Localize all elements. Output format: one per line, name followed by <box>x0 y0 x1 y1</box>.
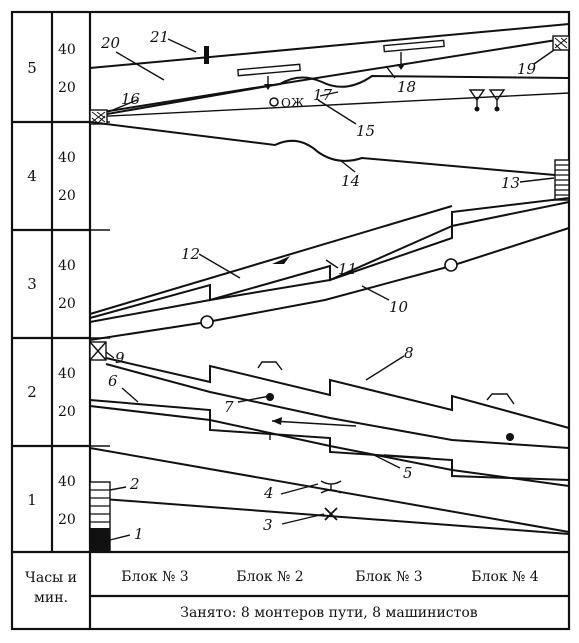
label-8: 8 <box>404 344 414 362</box>
tick-40-h4: 40 <box>58 150 76 166</box>
tick-20-h2: 20 <box>58 404 76 420</box>
hour-label-2: 2 <box>27 383 37 401</box>
oj-label: ОЖ <box>281 96 305 110</box>
hump-8-b <box>486 393 515 405</box>
arrow-6-shaft <box>271 420 357 427</box>
segment-5 <box>383 454 431 459</box>
marker-7-b <box>506 433 514 441</box>
signal-2 <box>488 89 506 107</box>
footer-row: Часы и мин. Блок № 3 Блок № 2 Блок № 3 Б… <box>25 569 539 621</box>
line-14 <box>89 121 556 176</box>
tick-40-h3: 40 <box>58 258 76 274</box>
block-label-1: Блок № 3 <box>121 569 188 585</box>
label-5: 5 <box>403 464 413 482</box>
tick-20-h4: 20 <box>58 188 76 204</box>
block-label-3: Блок № 3 <box>355 569 422 585</box>
signal-1 <box>468 89 486 107</box>
arrow-12 <box>272 256 290 264</box>
marker-10-a <box>200 315 214 329</box>
unit-label-line1: Часы и <box>25 570 77 586</box>
line-12 <box>89 205 453 315</box>
hour-5-lines: ОЖ <box>89 23 570 125</box>
minute-ticks: 40 20 40 20 40 20 40 20 40 20 <box>58 42 76 528</box>
label-18: 18 <box>397 78 416 96</box>
block-label-4: Блок № 4 <box>471 569 539 585</box>
tick-20-h1: 20 <box>58 512 76 528</box>
label-20: 20 <box>100 34 121 52</box>
bar-1 <box>90 528 110 552</box>
marker-oj <box>269 97 279 107</box>
label-16: 16 <box>121 90 141 108</box>
hour-labels: 5 4 3 2 1 <box>27 59 37 509</box>
line-21 <box>89 23 570 69</box>
symbol-3-cross <box>324 507 338 521</box>
label-1: 1 <box>134 525 144 543</box>
label-2: 2 <box>129 475 140 493</box>
marker-21-bar <box>204 46 209 64</box>
hour-1-lines <box>89 447 570 553</box>
line-11-lower <box>89 201 570 323</box>
marker-10-b <box>444 258 458 272</box>
number-labels: 21 20 18 17 15 16 19 14 13 12 11 10 9 8 … <box>100 28 537 543</box>
marker-7-a <box>266 393 274 401</box>
line-16-base <box>89 92 570 118</box>
unit-label-line2: мин. <box>34 590 68 606</box>
hour-label-1: 1 <box>27 491 37 509</box>
line-6-lower <box>89 405 570 487</box>
occupied-summary: Занято: 8 монтеров пути, 8 машинистов <box>180 605 477 621</box>
hour-label-3: 3 <box>27 275 37 293</box>
label-15: 15 <box>356 122 375 140</box>
label-3: 3 <box>263 516 273 534</box>
label-9: 9 <box>115 349 125 367</box>
hump-8-a <box>257 361 283 371</box>
tick-20-h3: 20 <box>58 296 76 312</box>
hour-label-5: 5 <box>27 59 37 77</box>
hour-label-4: 4 <box>27 167 37 185</box>
line-8-lower <box>105 363 570 449</box>
symbol-4 <box>320 480 342 494</box>
label-6: 6 <box>108 372 118 390</box>
tick-40-h2: 40 <box>58 366 76 382</box>
label-4: 4 <box>263 484 274 502</box>
label-14: 14 <box>341 172 360 190</box>
label-10: 10 <box>389 298 409 316</box>
label-13: 13 <box>501 174 520 192</box>
line-11-upper <box>89 197 570 319</box>
leader-lines <box>105 38 555 541</box>
line-8-upper <box>105 357 570 429</box>
line-20 <box>89 37 570 115</box>
hour-2-lines <box>89 341 570 487</box>
line-10 <box>89 227 570 341</box>
line-6-upper <box>89 399 570 481</box>
label-11: 11 <box>338 260 357 278</box>
hour-3-lines <box>89 197 570 341</box>
tick-40-h5: 40 <box>58 42 76 58</box>
tick-40-h1: 40 <box>58 474 76 490</box>
hour-4-lines <box>89 121 570 201</box>
label-12: 12 <box>181 245 200 263</box>
block-label-2: Блок № 2 <box>236 569 303 585</box>
label-17: 17 <box>313 86 333 104</box>
line-15 <box>89 74 570 118</box>
label-21: 21 <box>149 28 169 46</box>
label-7: 7 <box>224 398 234 416</box>
tick-20-h5: 20 <box>58 80 76 96</box>
platform-18 <box>383 39 445 53</box>
label-19: 19 <box>517 60 537 78</box>
platform-17 <box>237 63 301 77</box>
